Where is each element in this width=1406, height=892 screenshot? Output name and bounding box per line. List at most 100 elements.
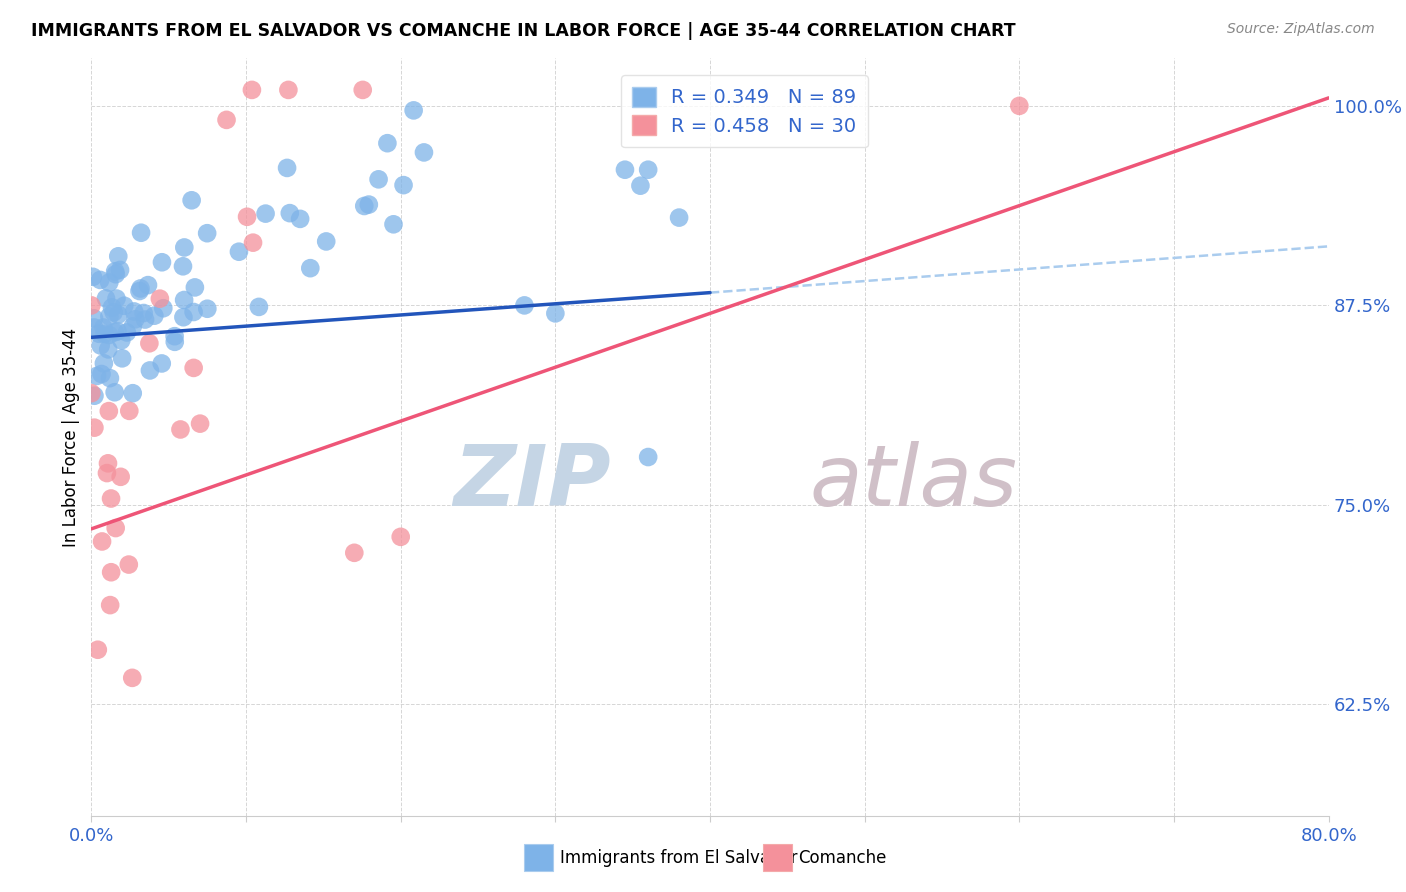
Point [139, 363, 162, 377]
Point [121, 319, 143, 334]
Point [124, 312, 146, 326]
Point [104, 264, 127, 278]
Text: ZIP: ZIP [453, 441, 612, 524]
Point [122, 304, 145, 318]
Point [163, 334, 186, 349]
Point [544, 306, 567, 320]
Point [413, 145, 436, 160]
Point [143, 309, 166, 323]
Point [134, 312, 156, 326]
Point [278, 206, 301, 220]
Point [90, 338, 112, 352]
Point [288, 211, 311, 226]
Point [107, 249, 129, 263]
Text: Immigrants from El Salvador: Immigrants from El Salvador [560, 849, 797, 867]
Point [83, 420, 105, 434]
Point [183, 305, 205, 319]
Point [96, 466, 118, 480]
Point [299, 261, 322, 276]
Point [108, 263, 131, 277]
Legend: R = 0.349   N = 89, R = 0.458   N = 30: R = 0.349 N = 89, R = 0.458 N = 30 [621, 75, 868, 147]
Point [242, 235, 264, 250]
Point [100, 566, 122, 580]
Point [138, 336, 160, 351]
Point [107, 308, 129, 322]
Point [357, 197, 380, 211]
Point [132, 306, 155, 320]
Point [149, 292, 172, 306]
Point [382, 217, 405, 231]
Point [353, 199, 375, 213]
Point [276, 161, 298, 175]
Point [112, 299, 135, 313]
Point [91, 534, 114, 549]
Point [1008, 99, 1031, 113]
Point [98, 276, 121, 290]
Point [111, 351, 134, 366]
Point [668, 211, 690, 225]
Point [129, 226, 152, 240]
Point [87, 642, 110, 657]
Point [195, 301, 218, 316]
Point [152, 301, 174, 316]
Point [613, 162, 636, 177]
Point [628, 178, 651, 193]
Point [184, 280, 207, 294]
Y-axis label: In Labor Force | Age 35-44: In Labor Force | Age 35-44 [62, 327, 80, 547]
Point [343, 546, 366, 560]
Point [115, 326, 138, 340]
Point [90, 367, 112, 381]
Point [367, 172, 389, 186]
Point [402, 103, 425, 118]
Point [105, 292, 128, 306]
Point [163, 329, 186, 343]
Point [118, 404, 141, 418]
Point [104, 267, 127, 281]
Point [172, 260, 194, 274]
Point [637, 450, 659, 464]
Point [80, 298, 103, 312]
Point [150, 356, 173, 370]
Point [236, 210, 259, 224]
Point [110, 470, 132, 484]
Point [83, 320, 105, 334]
Point [86, 368, 108, 383]
Point [128, 284, 150, 298]
Point [254, 206, 277, 220]
Point [97, 343, 120, 357]
Point [228, 244, 250, 259]
Point [97, 404, 120, 418]
Text: IMMIGRANTS FROM EL SALVADOR VS COMANCHE IN LABOR FORCE | AGE 35-44 CORRELATION C: IMMIGRANTS FROM EL SALVADOR VS COMANCHE … [31, 22, 1015, 40]
Point [97, 456, 120, 470]
Point [100, 491, 122, 506]
Point [183, 360, 205, 375]
Point [247, 300, 270, 314]
Point [240, 83, 263, 97]
Point [129, 281, 152, 295]
Point [103, 305, 125, 319]
Point [513, 298, 536, 312]
Point [93, 320, 115, 334]
Point [82, 269, 104, 284]
Point [94, 292, 117, 306]
Point [389, 530, 412, 544]
Point [121, 671, 143, 685]
Point [83, 389, 105, 403]
Text: Source: ZipAtlas.com: Source: ZipAtlas.com [1227, 22, 1375, 37]
Point [315, 235, 337, 249]
Point [104, 521, 127, 535]
Point [136, 278, 159, 293]
Point [87, 326, 110, 341]
Point [80, 386, 103, 401]
Text: Comanche: Comanche [799, 849, 887, 867]
Point [377, 136, 399, 151]
Point [83, 311, 105, 326]
Point [101, 301, 124, 315]
Point [104, 325, 127, 339]
Point [173, 240, 195, 254]
Point [104, 385, 127, 400]
Point [169, 422, 191, 436]
Point [118, 558, 141, 572]
Point [180, 194, 202, 208]
Point [107, 324, 129, 338]
